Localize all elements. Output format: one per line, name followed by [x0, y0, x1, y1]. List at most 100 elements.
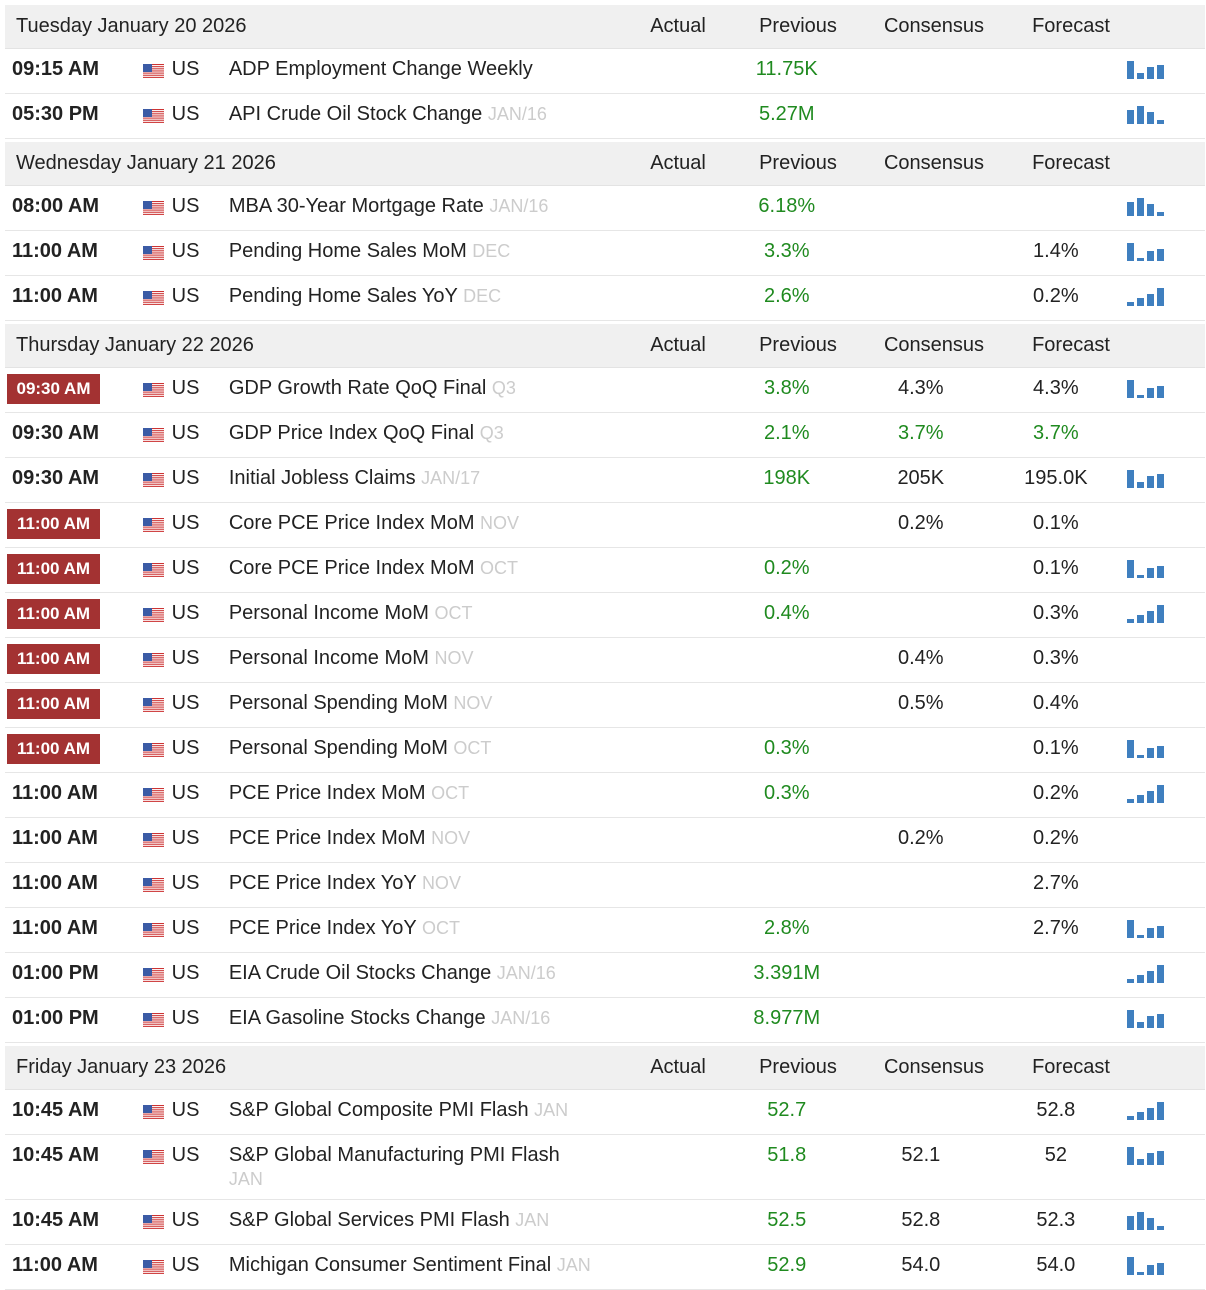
previous-cell: 2.8%: [738, 916, 835, 940]
chart-icon[interactable]: [1105, 102, 1205, 130]
chart-icon[interactable]: [1105, 1143, 1205, 1171]
chart-icon[interactable]: [1105, 1006, 1205, 1034]
chart-icon[interactable]: [1105, 194, 1205, 222]
event-time: 11:00 AM: [12, 871, 143, 895]
previous-value: 52.5: [767, 1209, 807, 1231]
time-text: 10:45 AM: [12, 1099, 100, 1121]
time-text: 11:00 AM: [12, 782, 98, 804]
event-name-cell: S&P Global Composite PMI Flash JAN: [229, 1098, 599, 1122]
country: US: [171, 512, 200, 534]
event-time: 11:00 AM: [12, 781, 143, 805]
column-header: Actual: [650, 15, 706, 37]
chart-icon[interactable]: [1105, 781, 1205, 809]
event-name: Core PCE Price Index MoM: [228, 557, 475, 579]
chart-icon[interactable]: [1105, 1098, 1205, 1126]
time-text: 10:45 AM: [12, 1144, 100, 1166]
event-reference: OCT: [431, 783, 470, 803]
chart-icon[interactable]: [1105, 961, 1205, 989]
country: US: [171, 1254, 200, 1276]
time-text: 11:00 AM: [12, 1254, 98, 1276]
chart-icon: [1105, 421, 1205, 423]
flag-icon: [143, 1253, 172, 1281]
event-row: 11:00 AM US Pending Home Sales YoY DEC 2.6%…: [5, 276, 1205, 321]
chart-icon[interactable]: [1105, 466, 1205, 494]
previous-cell: 198K: [738, 466, 835, 490]
event-name: PCE Price Index MoM: [228, 782, 426, 804]
event-name: ADP Employment Change Weekly: [228, 58, 533, 80]
forecast-value: 52.3: [1036, 1209, 1076, 1231]
chart-icon[interactable]: [1105, 376, 1205, 404]
previous-cell: 51.8: [738, 1143, 835, 1167]
forecast-cell: 52: [1007, 1143, 1106, 1167]
country: US: [171, 692, 200, 714]
country: US: [171, 737, 200, 759]
previous-value: 2.8%: [763, 917, 810, 939]
event-row: 11:00 AM US Personal Spending MoM OCT 0.3% 0…: [5, 728, 1205, 773]
event-row: 09:15 AM US ADP Employment Change Weekly 11…: [5, 49, 1205, 94]
chart-icon[interactable]: [1105, 1208, 1205, 1236]
column-header: Actual: [650, 152, 706, 174]
event-name-cell: Michigan Consumer Sentiment Final JAN: [229, 1253, 599, 1277]
day-header: Wednesday January 21 2026 Actual Previous C…: [5, 142, 1205, 186]
chart-icon[interactable]: [1105, 736, 1205, 764]
event-reference: OCT: [434, 603, 473, 623]
event-name: Initial Jobless Claims: [228, 467, 416, 489]
forecast-value: 54.0: [1036, 1254, 1076, 1276]
chart-icon[interactable]: [1105, 1253, 1205, 1281]
chart-icon[interactable]: [1105, 601, 1205, 629]
event-reference: NOV: [434, 648, 474, 668]
event-time: 11:00 AM: [12, 826, 143, 850]
event-reference: Q3: [491, 378, 516, 398]
event-row: 01:00 PM US EIA Gasoline Stocks Change JAN…: [5, 998, 1205, 1043]
day-date: Wednesday January 21 2026: [16, 152, 276, 174]
chart-icon[interactable]: [1105, 57, 1205, 85]
event-time: 11:00 AM: [12, 1253, 143, 1277]
event-name: EIA Crude Oil Stocks Change: [228, 962, 492, 984]
forecast-value: 0.1%: [1033, 737, 1079, 759]
previous-value: 52.9: [767, 1254, 807, 1276]
event-row: 11:00 AM US Core PCE Price Index MoM NOV 0.…: [5, 503, 1205, 548]
event-row: 11:00 AM US Personal Income MoM OCT 0.4% 0.3…: [5, 593, 1205, 638]
event-name-cell: Pending Home Sales MoM DEC: [229, 239, 599, 263]
flag-icon: [143, 102, 172, 130]
chart-icon[interactable]: [1105, 284, 1205, 312]
chart-icon: [1105, 826, 1205, 828]
consensus-value: 52.1: [901, 1144, 941, 1166]
flag-icon: [143, 916, 172, 944]
event-name-cell: GDP Growth Rate QoQ Final Q3: [229, 376, 599, 400]
flag-icon: [143, 736, 172, 764]
event-reference: NOV: [480, 513, 520, 533]
event-row: 11:00 AM US PCE Price Index MoM OCT 0.3% 0.2…: [5, 773, 1205, 818]
event-reference: Q3: [479, 423, 504, 443]
forecast-value: 4.3%: [1033, 377, 1079, 399]
event-reference: JAN/16: [496, 963, 556, 983]
event-row: 11:00 AM US PCE Price Index YoY NOV 2.7%: [5, 863, 1205, 908]
flag-icon: [143, 646, 172, 674]
event-reference: JAN/17: [421, 468, 481, 488]
previous-cell: 11.75K: [738, 57, 835, 81]
chart-icon[interactable]: [1105, 556, 1205, 584]
column-header: Previous: [759, 334, 837, 356]
event-name: API Crude Oil Stock Change: [228, 103, 483, 125]
event-time: 09:15 AM: [12, 57, 143, 81]
event-row: 05:30 PM US API Crude Oil Stock Change JAN…: [5, 94, 1205, 139]
country: US: [171, 782, 200, 804]
time-text: 11:00 AM: [7, 599, 100, 629]
chart-icon[interactable]: [1105, 916, 1205, 944]
event-reference: NOV: [421, 873, 461, 893]
event-name-cell: ADP Employment Change Weekly: [229, 57, 599, 81]
forecast-cell: 2.7%: [1007, 916, 1106, 940]
country: US: [171, 1007, 200, 1029]
previous-value: 2.6%: [763, 285, 810, 307]
flag-icon: [143, 57, 172, 85]
forecast-cell: 3.7%: [1007, 421, 1106, 445]
chart-icon[interactable]: [1105, 239, 1205, 267]
event-row: 11:00 AM US Personal Spending MoM NOV 0.5% 0…: [5, 683, 1205, 728]
chart-icon: [1105, 646, 1205, 648]
forecast-value: 0.1%: [1033, 557, 1079, 579]
event-name: PCE Price Index YoY: [228, 917, 417, 939]
event-reference: JAN/16: [489, 196, 549, 216]
time-text: 11:00 AM: [7, 644, 100, 674]
column-header: Previous: [759, 15, 837, 37]
previous-cell: 6.18%: [738, 194, 835, 218]
